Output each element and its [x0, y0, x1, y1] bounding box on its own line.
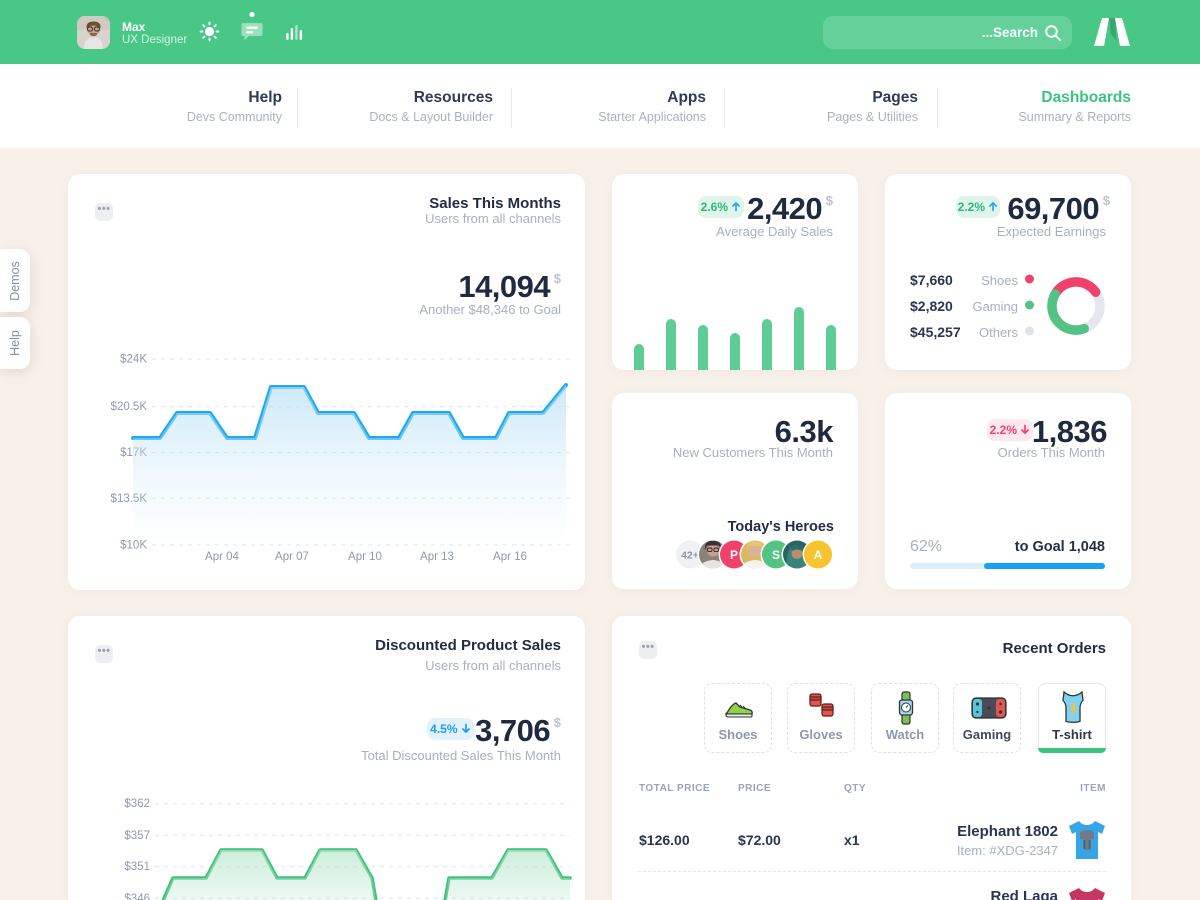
- svg-text:42+: 42+: [681, 550, 699, 562]
- svg-text:$362: $362: [124, 798, 150, 810]
- svg-text:$346: $346: [124, 893, 150, 900]
- svg-text:Apr 10: Apr 10: [348, 551, 382, 563]
- svg-text:Apr 16: Apr 16: [493, 551, 527, 563]
- svg-text:A: A: [814, 548, 823, 562]
- svg-text:$357: $357: [124, 830, 150, 842]
- svg-text:S: S: [772, 548, 780, 562]
- svg-text:$20.5K: $20.5K: [111, 401, 148, 413]
- svg-text:P: P: [730, 548, 738, 562]
- svg-text:$351: $351: [124, 861, 150, 873]
- svg-text:$24K: $24K: [120, 354, 147, 366]
- svg-text:Apr 13: Apr 13: [420, 551, 454, 563]
- svg-text:Apr 04: Apr 04: [205, 551, 239, 563]
- svg-text:Apr 07: Apr 07: [275, 551, 309, 563]
